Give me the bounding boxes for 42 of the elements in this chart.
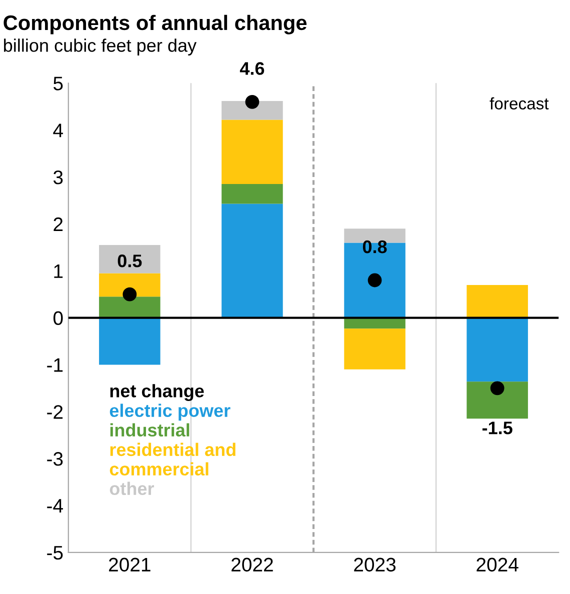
y-tick-label: 5 bbox=[54, 76, 63, 90]
text: residential and commercial bbox=[110, 442, 236, 476]
bar bbox=[222, 204, 283, 318]
bar bbox=[466, 284, 528, 318]
y-tick-label: -2 bbox=[47, 405, 63, 419]
y-tick-label: 4 bbox=[53, 124, 63, 138]
bar bbox=[222, 100, 283, 120]
x-tick-label: 2021 bbox=[109, 558, 150, 572]
x-tick-label: 2023 bbox=[354, 558, 396, 572]
y-tick-label: 0 bbox=[53, 311, 63, 326]
chart-title: Components of annual change bbox=[4, 14, 307, 34]
y-tick-label: -5 bbox=[47, 546, 63, 560]
point bbox=[368, 273, 382, 288]
y-tick-label: 3 bbox=[53, 170, 63, 184]
y-tick-label: 2 bbox=[54, 217, 63, 231]
y-tick-label: -4 bbox=[47, 499, 63, 513]
bar bbox=[99, 318, 160, 365]
bar bbox=[99, 273, 160, 297]
data-label: 0.8 bbox=[362, 240, 387, 254]
point bbox=[490, 381, 504, 396]
annotation: forecast bbox=[490, 97, 549, 110]
point bbox=[122, 287, 137, 302]
y-tick-label: 1 bbox=[54, 264, 63, 278]
text: net change bbox=[110, 384, 204, 402]
point bbox=[245, 94, 260, 109]
bar bbox=[222, 120, 283, 184]
bar bbox=[99, 296, 160, 318]
bar bbox=[99, 245, 160, 274]
data-label: -1.5 bbox=[482, 422, 512, 434]
text: industrial bbox=[110, 423, 190, 437]
bar bbox=[344, 328, 406, 370]
x-tick-label: 2022 bbox=[232, 558, 273, 572]
data-label: 0.5 bbox=[118, 254, 142, 268]
bar bbox=[222, 184, 283, 204]
chart-subtitle: billion cubic feet per day bbox=[4, 38, 197, 56]
y-tick-label: -3 bbox=[47, 452, 63, 466]
y-tick-label: -1 bbox=[47, 358, 63, 372]
bar bbox=[466, 318, 528, 382]
x-tick-label: 2024 bbox=[476, 558, 518, 572]
data-label: 4.6 bbox=[240, 62, 264, 75]
text: electric power bbox=[110, 404, 230, 421]
bar bbox=[466, 382, 528, 419]
